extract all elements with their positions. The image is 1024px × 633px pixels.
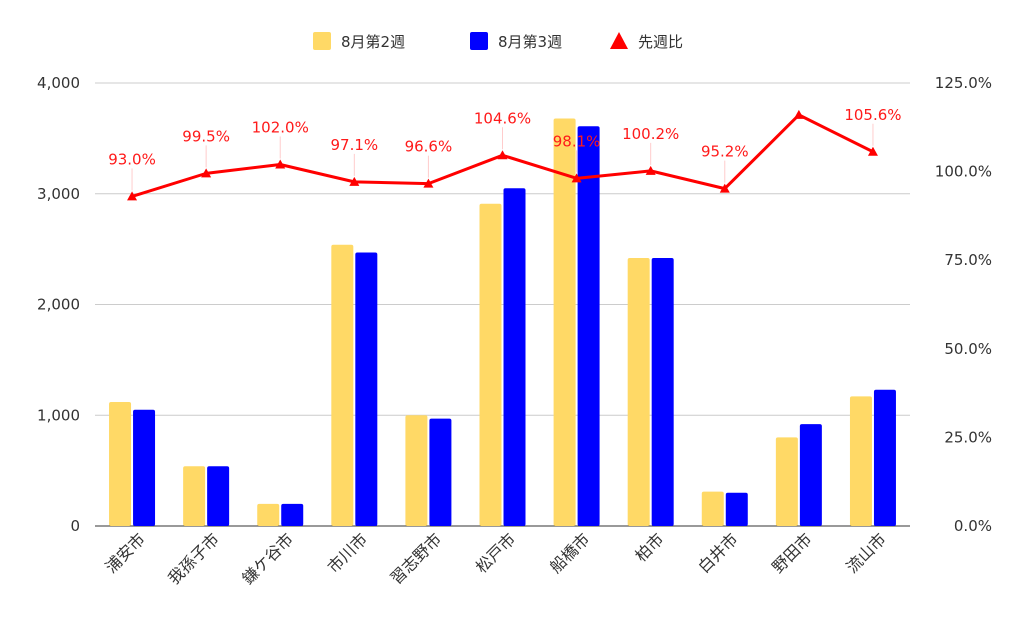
bar-series (109, 118, 896, 526)
bar-1 (183, 466, 206, 526)
chart-legend: 8月第2週 8月第3週 先週比 (313, 32, 683, 51)
category-label: 白井市 (694, 529, 741, 576)
left-tick-label: 0 (70, 517, 80, 535)
category-label: 松戸市 (472, 529, 519, 576)
bar-1 (257, 503, 280, 526)
legend-swatch (610, 32, 628, 49)
grid-lines (95, 82, 910, 527)
bar-2 (503, 188, 526, 526)
ratio-marker (127, 191, 138, 201)
legend-label: 8月第3週 (498, 33, 562, 51)
ratio-data-label: 96.6% (405, 138, 453, 156)
legend-swatch (313, 32, 331, 50)
category-label: 浦安市 (101, 529, 148, 576)
bar-2 (133, 409, 156, 526)
ratio-marker (571, 173, 582, 183)
ratio-data-label: 102.0% (252, 119, 309, 137)
legend-label: 先週比 (638, 33, 683, 51)
bar-2 (799, 424, 822, 526)
bar-2 (281, 503, 304, 526)
category-label: 野田市 (768, 529, 815, 576)
legend-swatch (470, 32, 488, 50)
bar-2 (651, 257, 674, 526)
category-axis: 浦安市 我孫子市 鎌ケ谷市 市川市 習志野市 松戸市 船橋市 柏市 白井市 野田市 流山市 (101, 529, 889, 588)
bar-2 (429, 418, 452, 526)
right-tick-label: 0.0% (954, 517, 992, 535)
ratio-marker (497, 150, 508, 160)
left-tick-label: 2,000 (37, 296, 80, 314)
legend-label: 8月第2週 (341, 33, 405, 51)
category-label: 船橋市 (546, 529, 593, 576)
right-tick-label: 25.0% (944, 428, 992, 446)
left-tick-label: 1,000 (37, 406, 80, 424)
ratio-marker (645, 165, 656, 175)
ratio-marker (349, 176, 360, 186)
ratio-marker (275, 159, 286, 169)
bar-1 (627, 257, 650, 526)
left-tick-label: 3,000 (37, 185, 80, 203)
bar-1 (479, 203, 502, 526)
ratio-marker (719, 183, 730, 193)
category-label: 市川市 (324, 529, 371, 576)
bar-2 (207, 466, 230, 526)
bar-2 (577, 126, 600, 526)
left-axis: 0 1,000 2,000 3,000 4,000 (37, 74, 80, 535)
bar-1 (331, 244, 354, 526)
right-axis: 0.0% 25.0% 50.0% 75.0% 100.0% 125.0% (935, 74, 992, 535)
bar-1 (109, 401, 132, 526)
ratio-data-label: 95.2% (701, 143, 749, 161)
category-label: 習志野市 (387, 529, 446, 588)
ratio-data-label: 100.2% (622, 125, 679, 143)
right-tick-label: 100.0% (935, 163, 992, 181)
ratio-data-label: 98.1% (553, 132, 601, 150)
left-tick-label: 4,000 (37, 74, 80, 92)
ratio-marker (867, 146, 878, 156)
bar-2 (873, 389, 896, 526)
bar-1 (553, 118, 576, 526)
category-label: 流山市 (842, 529, 889, 576)
category-label: 我孫子市 (164, 529, 223, 588)
ratio-data-label: 99.5% (182, 127, 230, 145)
bar-1 (405, 415, 428, 526)
ratio-data-label: 104.6% (474, 109, 531, 127)
category-label: 鎌ケ谷市 (238, 529, 297, 588)
bar-2 (725, 492, 748, 526)
ratio-data-label: 93.0% (108, 150, 156, 168)
bar-1 (701, 491, 724, 526)
category-label: 柏市 (631, 529, 667, 565)
right-tick-label: 125.0% (935, 74, 992, 92)
bar-1 (849, 396, 872, 526)
bar-2 (355, 252, 378, 526)
bar-1 (775, 437, 798, 526)
ratio-data-label: 97.1% (330, 136, 378, 154)
right-tick-label: 75.0% (944, 251, 992, 269)
ratio-marker (201, 168, 212, 178)
ratio-marker (423, 178, 434, 188)
ratio-line-series: 93.0% 99.5% 102.0% 97.1% 96.6% 104.6% 98.1% 100… (108, 106, 902, 201)
ratio-data-label: 105.6% (844, 106, 901, 124)
right-tick-label: 50.0% (944, 340, 992, 358)
ratio-marker (793, 109, 804, 119)
